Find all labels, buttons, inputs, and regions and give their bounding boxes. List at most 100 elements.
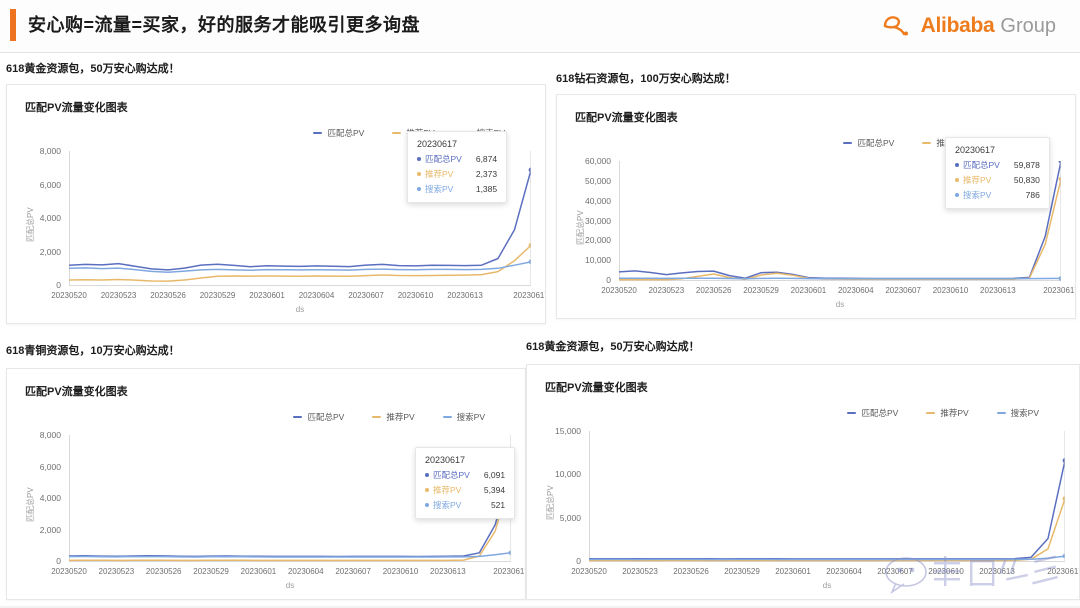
legend-item[interactable]: 搜索PV xyxy=(996,407,1039,419)
y-axis-tick: 5,000 xyxy=(559,512,581,523)
x-axis-tick: 20230529 xyxy=(193,567,229,576)
tooltip-series-name: 推荐PV xyxy=(433,485,462,495)
chart-plot-area[interactable] xyxy=(69,435,511,569)
chart-card: 匹配PV流量变化图表匹配总PV 推荐PV 搜索PV 匹配总PV 0 2,000 4,000 6… xyxy=(6,368,526,600)
legend-item[interactable]: 搜索PV xyxy=(442,411,485,423)
panel-caption: 618青铜资源包，10万安心购达成！ xyxy=(6,345,180,357)
y-axis-tick: 0 xyxy=(576,556,581,566)
legend-swatch-icon xyxy=(926,412,936,414)
legend-item[interactable]: 匹配总PV xyxy=(843,137,894,149)
chart-plot-area[interactable] xyxy=(69,151,531,293)
alibaba-group-logo: Alibaba Group xyxy=(881,12,1056,40)
x-axis-tick: 20230607 xyxy=(877,567,913,576)
series-end-marker xyxy=(508,550,511,556)
legend-swatch-icon xyxy=(313,132,323,134)
x-axis-tick: 20230529 xyxy=(199,291,236,300)
legend-label: 搜索PV xyxy=(1010,408,1039,418)
page-title: 安心购=流量=买家，好的服务才能吸引更多询盘 xyxy=(28,15,421,35)
y-axis-tick: 0 xyxy=(56,280,61,290)
x-axis-tick: 20230617 xyxy=(513,291,546,300)
legend-item[interactable]: 匹配总PV xyxy=(313,127,364,139)
legend-swatch-icon xyxy=(922,142,932,144)
legend-item[interactable]: 推荐PV xyxy=(926,407,969,419)
x-axis-tick: 20230601 xyxy=(790,286,827,295)
series-line xyxy=(69,244,531,282)
series-end-marker xyxy=(1058,161,1061,164)
legend-swatch-icon xyxy=(392,132,402,134)
tooltip-row: 搜索PV 1,385 xyxy=(417,183,497,195)
x-axis-tick: 20230604 xyxy=(837,286,874,295)
series-line xyxy=(69,261,531,274)
x-axis-tick: 20230523 xyxy=(648,286,685,295)
chart-tooltip: 20230617 匹配总PV 6,091 推荐PV 5,394 搜索PV 521 xyxy=(415,447,516,519)
legend-item[interactable]: 推荐PV xyxy=(372,411,415,423)
panel-caption: 618黄金资源包，50万安心购达成！ xyxy=(526,341,700,353)
x-axis-tick: 20230613 xyxy=(430,567,466,576)
tooltip-series-value: 2,373 xyxy=(475,169,498,179)
panel-caption: 618钻石资源包，100万安心购达成！ xyxy=(556,73,736,85)
tooltip-series-dot-icon xyxy=(425,488,429,492)
x-axis-tick: 20230610 xyxy=(382,567,419,576)
legend-label: 推荐PV xyxy=(940,408,969,418)
tooltip-series-value: 59,878 xyxy=(1013,160,1040,170)
y-axis-tick: 20,000 xyxy=(585,235,611,246)
tooltip-series-value: 521 xyxy=(490,500,506,510)
x-axis-label: ds xyxy=(285,581,295,590)
tooltip-row: 搜索PV 521 xyxy=(425,499,505,511)
tooltip-series-name: 匹配总PV xyxy=(425,154,462,164)
y-axis-line xyxy=(589,431,590,561)
legend-item[interactable]: 匹配总PV xyxy=(847,407,898,419)
series-end-marker xyxy=(528,242,531,248)
logo-suffix-text: Group xyxy=(1000,15,1056,37)
tooltip-row: 推荐PV 5,394 xyxy=(425,484,505,496)
x-axis-tick: 20230520 xyxy=(51,567,87,576)
tooltip-row: 搜索PV 786 xyxy=(955,189,1040,201)
series-line xyxy=(619,277,1061,280)
legend-swatch-icon xyxy=(996,412,1006,414)
y-axis-line xyxy=(69,151,70,285)
series-end-marker xyxy=(528,167,531,173)
tooltip-series-dot-icon xyxy=(417,157,421,161)
tooltip-date: 20230617 xyxy=(417,139,458,149)
chart-plot-area[interactable] xyxy=(589,431,1065,569)
tooltip-row: 推荐PV 2,373 xyxy=(417,168,497,180)
series-end-marker xyxy=(1058,176,1061,182)
legend-item[interactable]: 匹配总PV xyxy=(293,411,344,423)
legend-swatch-icon xyxy=(372,416,382,418)
x-axis-label: ds xyxy=(295,305,305,314)
tooltip-series-value: 1,385 xyxy=(475,184,498,194)
tooltip-row: 匹配总PV 6,091 xyxy=(425,469,505,481)
tooltip-series-dot-icon xyxy=(417,187,421,191)
chart-legend[interactable]: 匹配总PV 推荐PV 搜索PV xyxy=(293,411,485,423)
x-axis-tick: 20230520 xyxy=(601,286,637,295)
logo-brand-text: Alibaba xyxy=(920,14,995,37)
x-axis-tick: 20230604 xyxy=(287,567,324,576)
tooltip-series-name: 匹配总PV xyxy=(433,470,470,480)
chart-plot-area[interactable] xyxy=(619,161,1061,288)
alibaba-logo-icon xyxy=(883,16,908,36)
chart-card: 匹配PV流量变化图表匹配总PV 推荐PV 搜索PV 匹配总PV 0 5,000 10,000… xyxy=(526,364,1080,600)
tooltip-series-value: 786 xyxy=(1025,190,1040,200)
y-axis-tick: 8,000 xyxy=(39,146,61,156)
x-axis-tick: 20230613 xyxy=(980,286,1016,295)
chart-legend[interactable]: 匹配总PV 推荐PV 搜索PV xyxy=(847,407,1039,419)
legend-label: 搜索PV xyxy=(456,412,485,422)
legend-label: 匹配总PV xyxy=(861,408,899,418)
x-axis-tick: 20230529 xyxy=(743,286,779,295)
legend-label: 匹配总PV xyxy=(307,412,345,422)
tooltip-series-name: 搜索PV xyxy=(433,500,462,510)
series-end-marker xyxy=(1058,276,1061,281)
y-axis-tick: 2,000 xyxy=(39,246,61,257)
x-axis-tick: 20230610 xyxy=(932,286,969,295)
x-axis-tick: 20230601 xyxy=(775,567,811,576)
y-axis-tick: 10,000 xyxy=(555,469,581,480)
chart-card-title: 匹配PV流量变化图表 xyxy=(545,382,648,394)
series-line xyxy=(589,498,1065,562)
x-axis-tick: 20230607 xyxy=(885,286,921,295)
chart-card-title: 匹配PV流量变化图表 xyxy=(575,112,678,124)
series-end-marker xyxy=(1062,553,1065,559)
tooltip-series-name: 搜索PV xyxy=(425,184,454,194)
y-axis-tick: 6,000 xyxy=(39,461,61,472)
series-line xyxy=(69,475,511,562)
tooltip-series-value: 50,830 xyxy=(1013,175,1040,185)
